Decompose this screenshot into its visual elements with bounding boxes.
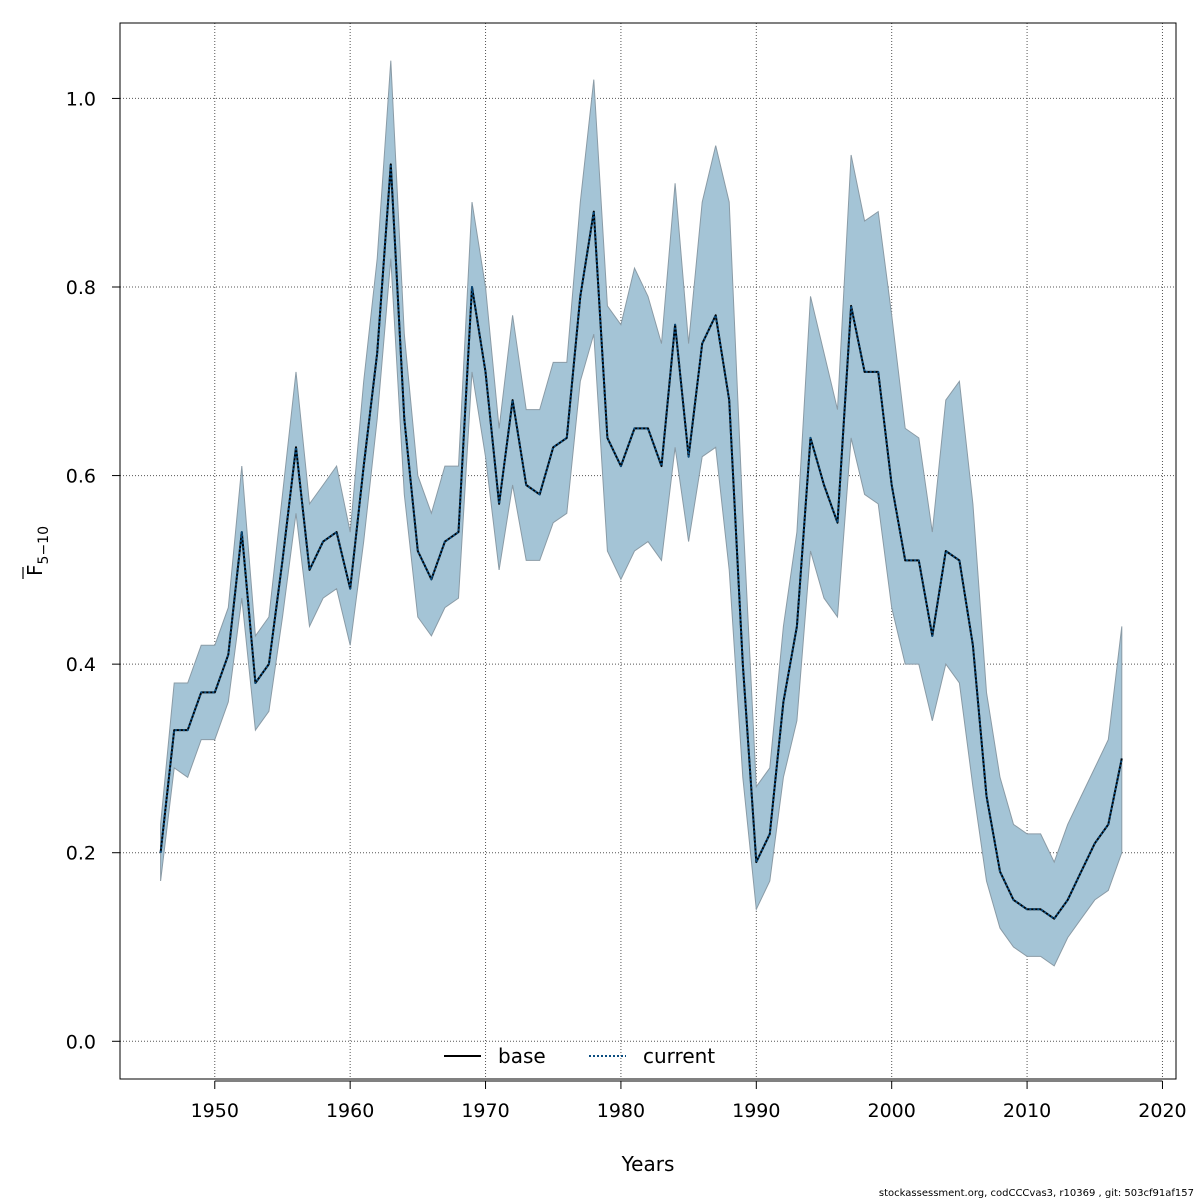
x-axis: 1950 1960 1970 1980 1990 2000 2010 2020	[191, 1080, 1187, 1122]
x-tick-label: 1960	[326, 1100, 374, 1122]
y-axis-title-subscript: 5−10	[36, 526, 52, 564]
legend: base current	[444, 1044, 715, 1068]
x-tick-label: 2020	[1138, 1100, 1186, 1122]
legend-base-label: base	[498, 1044, 546, 1068]
x-tick-label: 1980	[597, 1100, 645, 1122]
confidence-band-area	[160, 60, 1123, 967]
x-tick-label: 2010	[1003, 1100, 1051, 1122]
series-lines	[159, 163, 1123, 920]
x-tick-label: 1970	[461, 1100, 509, 1122]
footer-credit: stockassessment.org, codCCCvas3, r10369 …	[879, 1188, 1194, 1199]
svg-text:F5−10: F5−10	[23, 526, 52, 576]
x-axis-title: Years	[621, 1152, 675, 1176]
legend-current-label: current	[643, 1044, 715, 1068]
series-line-current	[159, 163, 1123, 920]
y-tick-label: 0.2	[66, 843, 96, 865]
confidence-band	[160, 60, 1123, 967]
y-tick-label: 0.4	[66, 654, 96, 676]
x-tick-label: 1950	[191, 1100, 239, 1122]
y-axis: 0.0 0.2 0.4 0.6 0.8 1.0	[66, 88, 120, 1053]
y-tick-label: 0.0	[66, 1031, 96, 1053]
y-tick-label: 1.0	[66, 88, 96, 110]
plot-frame	[119, 22, 1177, 1080]
y-axis-title-main: F	[23, 564, 47, 576]
y-axis-title: F5−10	[22, 526, 52, 579]
x-tick-label: 2000	[868, 1100, 916, 1122]
x-tick-label: 1990	[732, 1100, 780, 1122]
y-tick-label: 0.8	[66, 277, 96, 299]
y-tick-label: 0.6	[66, 466, 96, 488]
